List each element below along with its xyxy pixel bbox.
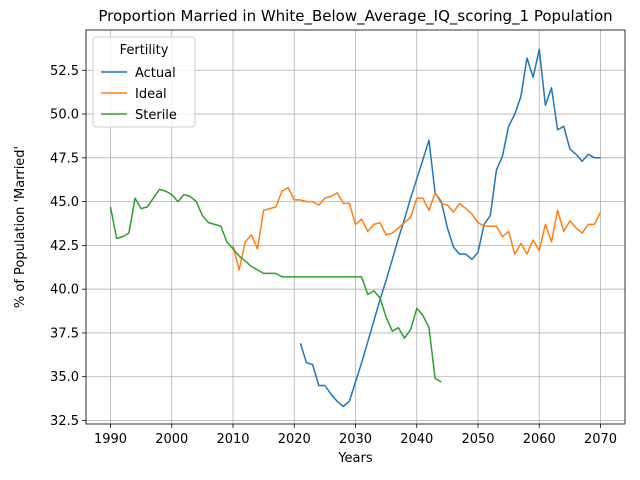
x-tick-label: 2010 (216, 432, 249, 447)
x-tick-label: 2040 (400, 432, 433, 447)
legend-label-ideal: Ideal (135, 87, 167, 102)
series-lines (109, 48, 602, 408)
y-axis-label: % of Population 'Married' (13, 146, 28, 308)
legend-label-actual: Actual (135, 66, 176, 81)
y-tick-label: 35.0 (50, 370, 79, 385)
legend: Fertility Actual Ideal Sterile (92, 36, 196, 128)
x-tick-label: 2020 (278, 432, 311, 447)
series-line-sterile (109, 188, 442, 383)
legend-box (92, 36, 196, 128)
y-tick-label: 40.0 (50, 283, 79, 298)
y-tick-label: 52.5 (50, 64, 79, 79)
legend-title: Fertility (120, 43, 169, 58)
axis-ticks: 1990 2000 2010 2020 2030 2040 2050 2060 2070 32.5… (50, 64, 617, 447)
x-tick-label: 2050 (461, 432, 494, 447)
y-tick-label: 50.0 (50, 108, 79, 123)
x-axis-label: Years (337, 451, 373, 466)
x-tick-label: 2070 (584, 432, 617, 447)
x-tick-label: 1990 (94, 432, 127, 447)
y-tick-label: 42.5 (50, 239, 79, 254)
grid (86, 30, 625, 424)
series-line-ideal (232, 186, 602, 271)
x-tick-label: 2030 (339, 432, 372, 447)
y-tick-label: 32.5 (50, 414, 79, 429)
y-tick-label: 37.5 (50, 326, 79, 341)
legend-label-sterile: Sterile (135, 108, 177, 123)
x-tick-label: 2060 (523, 432, 556, 447)
series-line-actual (299, 48, 601, 408)
legend-entries: Actual Ideal Sterile (101, 66, 177, 123)
x-tick-label: 2000 (155, 432, 188, 447)
y-tick-label: 45.0 (50, 195, 79, 210)
chart-title: Proportion Married in White_Below_Averag… (98, 7, 612, 26)
y-tick-label: 47.5 (50, 151, 79, 166)
